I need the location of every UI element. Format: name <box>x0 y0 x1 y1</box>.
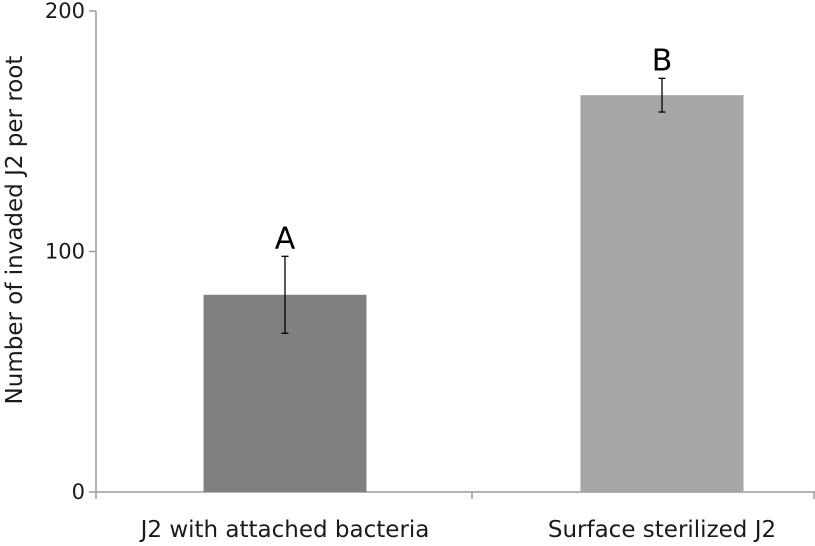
y-tick-label: 200 <box>45 0 85 23</box>
y-tick-label: 100 <box>45 240 85 264</box>
significance-label: A <box>275 221 296 256</box>
plot-area: 0 100 200 A J2 with attached bacteria B Surfac… <box>45 0 815 543</box>
y-tick-label: 0 <box>72 480 85 504</box>
x-category-label: J2 with attached bacteria <box>139 517 430 543</box>
x-category-label: Surface sterilized J2 <box>548 517 776 543</box>
y-axis-label: Number of invaded J2 per root <box>2 56 28 405</box>
significance-label: B <box>652 43 673 78</box>
bar <box>580 95 744 493</box>
